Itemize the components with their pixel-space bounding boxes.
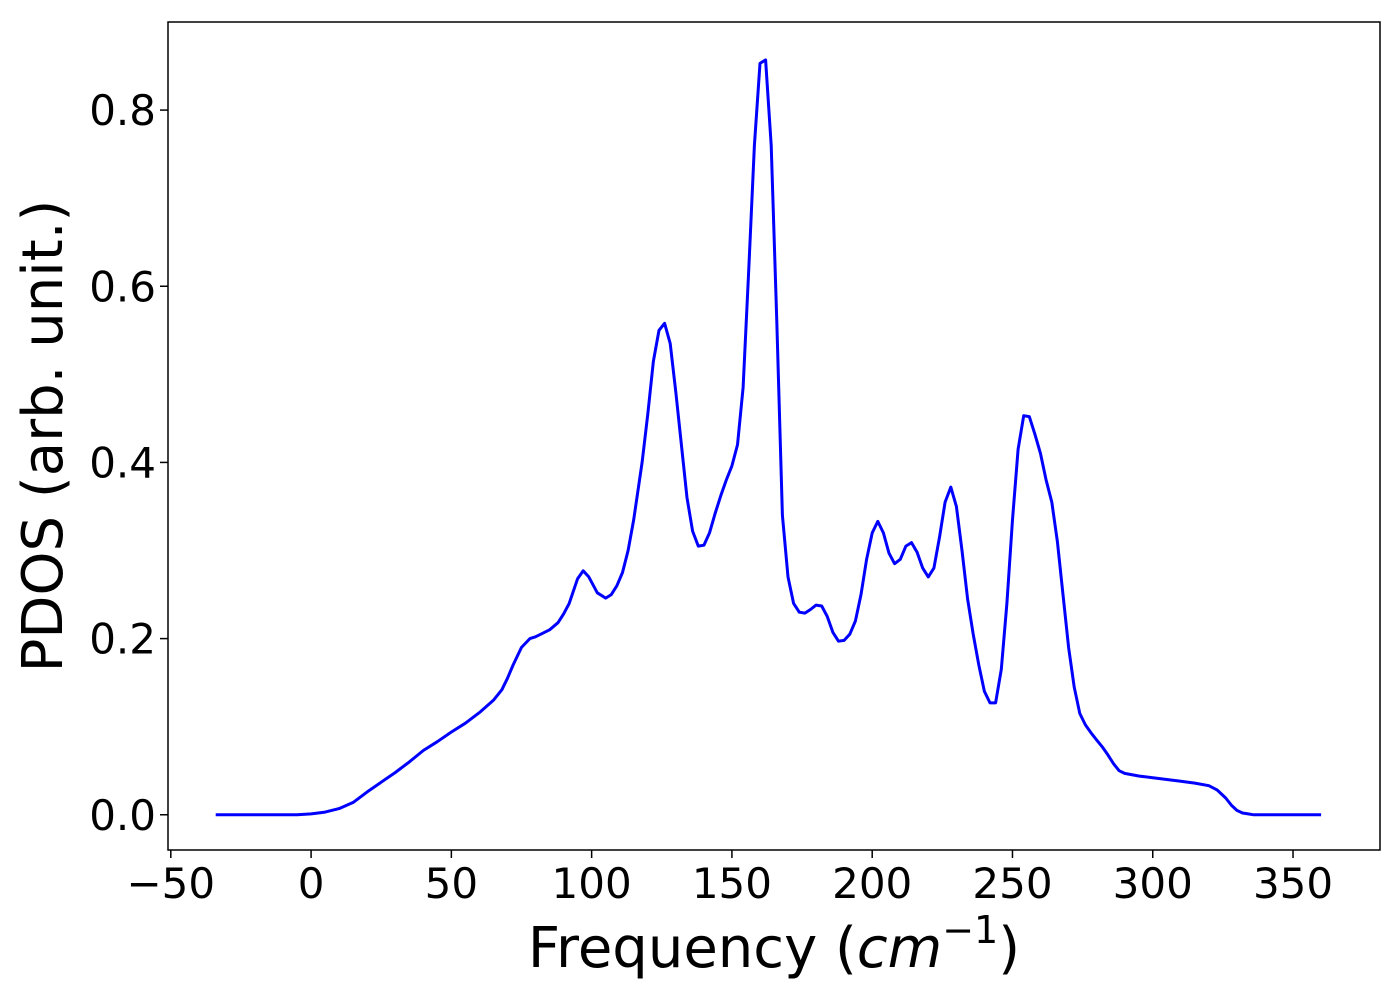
y-tick-label: 0.6 (89, 262, 156, 311)
plot-area (167, 21, 1381, 851)
y-axis-label: PDOS (arb. unit.) (11, 200, 76, 673)
x-tick-label: 350 (1253, 859, 1333, 908)
x-axis-label: Frequency (cm−1) (528, 908, 1020, 981)
x-tick-label: 150 (692, 859, 772, 908)
x-axis-label-exponent: −1 (942, 908, 998, 952)
y-tick-label: 0.8 (89, 86, 156, 135)
x-axis-ticks: −50 0 50 100 150 200 250 300 350 (126, 850, 1333, 908)
x-axis-label-unit: cm (857, 916, 942, 981)
plot-line-group (215, 58, 1322, 817)
x-tick-label: 50 (425, 859, 478, 908)
x-tick-label: 100 (552, 859, 632, 908)
y-tick-label: 0.0 (89, 791, 156, 840)
y-tick-label: 0.2 (89, 615, 156, 664)
x-tick-label: 200 (832, 859, 912, 908)
pdos-series-line (215, 58, 1322, 817)
x-tick-label: 0 (298, 859, 325, 908)
x-axis-label-close: ) (998, 916, 1020, 981)
x-tick-label: −50 (126, 859, 215, 908)
y-axis-ticks: 0.0 0.2 0.4 0.6 0.8 (89, 86, 168, 840)
y-tick-label: 0.4 (89, 438, 156, 487)
x-tick-label: 300 (1113, 859, 1193, 908)
x-tick-label: 250 (972, 859, 1052, 908)
x-axis-label-main: Frequency ( (528, 916, 857, 981)
